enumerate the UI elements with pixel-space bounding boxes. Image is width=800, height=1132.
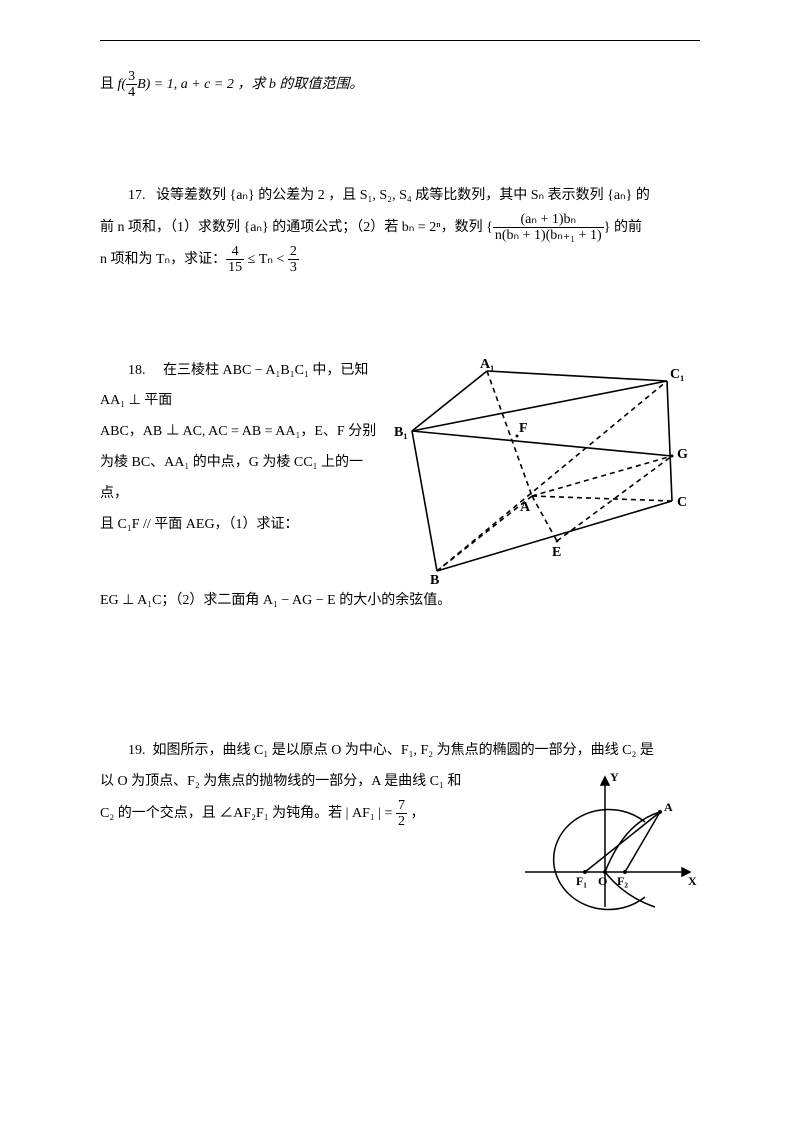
q19-f-den: 2: [396, 814, 407, 829]
q19-l1: 19. 如图所示，曲线 C₁ 是以原点 O 为中心、F₁, F₂ 为焦点的椭圆的…: [100, 736, 700, 767]
q16-mid: B) = 1, a + c = 2 ，求 b 的取值范围。: [137, 77, 363, 92]
curve-svg: Y X A F₁ O F₂: [520, 767, 700, 917]
label-A: A: [664, 800, 673, 814]
q18-figure: A₁ C₁ B₁ F G A C E B: [392, 356, 700, 586]
label-B1: B₁: [394, 425, 408, 440]
q19-figure: Y X A F₁ O F₂: [520, 767, 700, 917]
q19-frac: 72: [396, 798, 407, 830]
q16-pre: 且: [100, 77, 118, 92]
label-F1: F₁: [576, 874, 587, 888]
q18-l1: 18. 在三棱柱 ABC − A₁B₁C₁ 中，已知: [100, 356, 380, 387]
q17-frac-top: (aₙ + 1)bₙ: [493, 212, 604, 228]
q19-text: 以 O 为顶点、F₂ 为焦点的抛物线的一部分，A 是曲线 C₁ 和 C₂ 的一个…: [100, 767, 508, 830]
q18-l5: 且 C₁F // 平面 AEG，（1）求证：: [100, 510, 380, 541]
q19-l2: 以 O 为顶点、F₂ 为焦点的抛物线的一部分，A 是曲线 C₁ 和: [100, 767, 508, 798]
q19-num: 19.: [128, 743, 146, 758]
q19-l3-pre: C₂ 的一个交点，且 ∠AF₂F₁ 为钝角。若 | AF₁ | =: [100, 806, 396, 821]
q16-frac: 34: [126, 69, 137, 101]
q18-row: 18. 在三棱柱 ABC − A₁B₁C₁ 中，已知 AA₁ ⊥ 平面 ABC，…: [100, 356, 700, 586]
prism-svg: A₁ C₁ B₁ F G A C E B: [392, 356, 692, 586]
label-A1: A₁: [480, 357, 494, 372]
q17-line2: 前 n 项和，（1）求数列 {aₙ} 的通项公式；（2）若 bₙ = 2ⁿ，数列…: [100, 212, 700, 244]
label-Y: Y: [610, 770, 619, 784]
q16-frac-num: 3: [126, 69, 137, 85]
q17-t3-pre: n 项和为 Tₙ，求证：: [100, 252, 226, 267]
q17-mid: ≤ Tₙ <: [244, 252, 288, 267]
q19-l3: C₂ 的一个交点，且 ∠AF₂F₁ 为钝角。若 | AF₁ | = 72 ，: [100, 798, 508, 830]
q16-line: 且 f(34B) = 1, a + c = 2 ，求 b 的取值范围。: [100, 69, 700, 101]
q17-t2-post: } 的前: [604, 220, 642, 235]
q17-f1-num: 4: [226, 244, 244, 260]
q17-t1: 设等差数列 {aₙ} 的公差为 2 ，且 S₁, S₂, S₄ 成等比数列，其中…: [156, 188, 650, 203]
top-rule: [100, 40, 700, 41]
q17-f2: 23: [288, 244, 299, 276]
q18-l4: 为棱 BC、AA₁ 的中点，G 为棱 CC₁ 上的一点，: [100, 448, 380, 510]
q17-frac-bot: n(bₙ + 1)(bₙ₊₁ + 1): [493, 228, 604, 243]
q17-line3: n 项和为 Tₙ，求证：415 ≤ Tₙ < 23: [100, 244, 700, 276]
q17-big-frac: (aₙ + 1)bₙn(bₙ + 1)(bₙ₊₁ + 1): [493, 212, 604, 244]
label-C1: C₁: [670, 367, 684, 382]
q18-text: 18. 在三棱柱 ABC − A₁B₁C₁ 中，已知 AA₁ ⊥ 平面 ABC，…: [100, 356, 380, 541]
q18-l1t: 在三棱柱 ABC − A₁B₁C₁ 中，已知: [163, 363, 368, 378]
label-X: X: [688, 874, 697, 888]
q17-t2-pre: 前 n 项和，（1）求数列 {aₙ} 的通项公式；（2）若 bₙ = 2ⁿ，数列…: [100, 220, 493, 235]
q18-num: 18.: [128, 363, 146, 378]
q16-frac-den: 4: [126, 85, 137, 100]
q17-f2-den: 3: [288, 260, 299, 275]
label-F2: F₂: [617, 874, 628, 888]
q17-line1: 17. 设等差数列 {aₙ} 的公差为 2 ，且 S₁, S₂, S₄ 成等比数…: [100, 181, 700, 212]
q19-l1t: 如图所示，曲线 C₁ 是以原点 O 为中心、F₁, F₂ 为焦点的椭圆的一部分，…: [153, 743, 654, 758]
q19-l3-post: ，: [407, 806, 425, 821]
q17-f1: 415: [226, 244, 244, 276]
label-A: A: [520, 500, 531, 515]
label-O: O: [598, 874, 607, 888]
q19-f-num: 7: [396, 798, 407, 814]
page: 且 f(34B) = 1, a + c = 2 ，求 b 的取值范围。 17. …: [0, 0, 800, 957]
label-C: C: [677, 495, 687, 510]
q18-l2: AA₁ ⊥ 平面: [100, 386, 380, 417]
q18-l3: ABC，AB ⊥ AC, AC = AB = AA₁，E、F 分别: [100, 417, 380, 448]
q17-f2-num: 2: [288, 244, 299, 260]
q16-func: f(: [118, 77, 127, 92]
q17-num: 17.: [128, 188, 146, 203]
label-E: E: [552, 545, 561, 560]
label-G: G: [677, 447, 688, 462]
label-B: B: [430, 573, 439, 586]
label-F: F: [519, 421, 528, 436]
q17-f1-den: 15: [226, 260, 244, 275]
q19-row: 以 O 为顶点、F₂ 为焦点的抛物线的一部分，A 是曲线 C₁ 和 C₂ 的一个…: [100, 767, 700, 917]
q18-l6: EG ⊥ A₁C；（2）求二面角 A₁ − AG − E 的大小的余弦值。: [100, 586, 700, 617]
